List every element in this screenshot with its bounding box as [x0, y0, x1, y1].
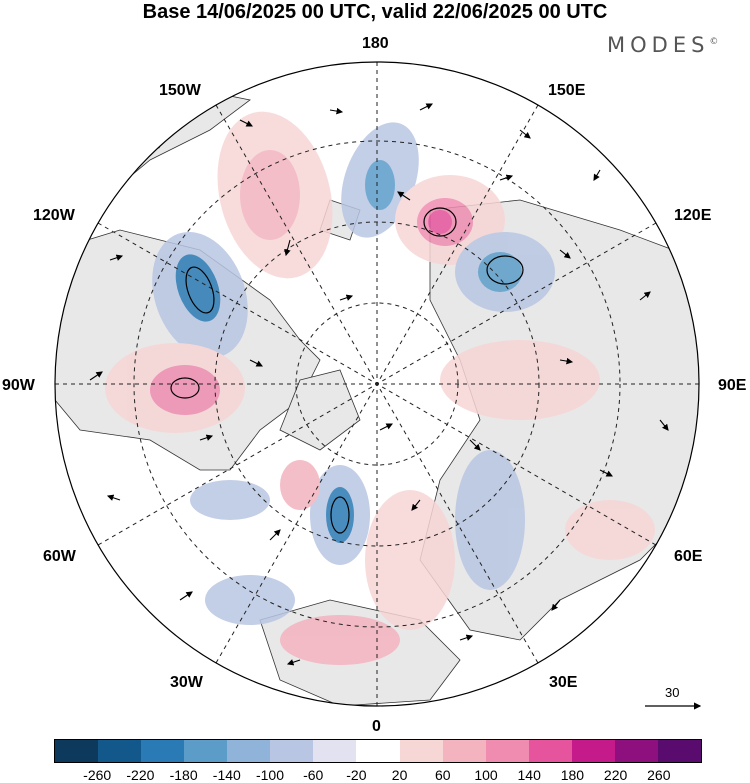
colorbar-swatch — [485, 740, 529, 762]
colorbar-tick-label: -100 — [255, 767, 285, 783]
map-border — [54, 61, 700, 707]
label-120e: 120E — [674, 207, 712, 224]
colorbar-tick-label: -60 — [303, 767, 324, 783]
colorbar-tick-label: -220 — [126, 767, 155, 783]
colorbar-tick-label: 180 — [560, 767, 585, 783]
logo-mark: © — [709, 37, 719, 47]
colorbar-tick-label: 60 — [435, 767, 451, 783]
colorbar-tick-label: 100 — [474, 767, 498, 783]
circulation-contours — [170, 207, 524, 534]
colorbar-tick-label: 220 — [603, 767, 628, 783]
logo-text: MODES — [607, 33, 710, 57]
colorbar-swatch — [571, 740, 615, 762]
label-90w: 90W — [2, 377, 35, 394]
colorbar-swatch — [399, 740, 443, 762]
colorbar-tick-label: -20 — [346, 767, 367, 783]
colorbar-tick-label: 140 — [517, 767, 541, 783]
map-title: Base 14/06/2025 00 UTC, valid 22/06/2025… — [142, 1, 608, 23]
reference-vector-label: 30 — [665, 685, 680, 700]
colorbar-swatch — [184, 740, 228, 762]
colorbar-swatch — [614, 740, 658, 762]
colorbar-swatch — [227, 740, 271, 762]
colorbar-swatch — [442, 740, 486, 762]
colorbar-tick-label: -180 — [169, 767, 198, 783]
anomaly-fields — [105, 111, 655, 665]
colorbar-swatch — [313, 740, 357, 762]
label-0: 0 — [372, 718, 381, 735]
label-90e: 90E — [718, 377, 747, 394]
colorbar-labels: -260 -220 -180 -140 -100 -60 -20 20 60 100 140 180 2… — [0, 767, 750, 783]
colorbar-swatch — [528, 740, 572, 762]
colorbar-swatch — [356, 740, 400, 762]
colorbar-tick-label: 20 — [391, 767, 408, 783]
colorbar-swatch — [141, 740, 185, 762]
colorbar-swatch — [657, 740, 701, 762]
map-disk — [55, 62, 699, 706]
colorbar-tick-label: -260 — [83, 767, 112, 783]
label-30w: 30W — [170, 674, 203, 691]
colorbar-swatch — [98, 740, 142, 762]
label-60w: 60W — [43, 548, 76, 565]
colorbar-tick-label: -140 — [212, 767, 241, 783]
colorbar-tick-label: 260 — [647, 767, 671, 783]
label-180: 180 — [362, 35, 389, 52]
label-150e: 150E — [548, 82, 586, 99]
modes-logo: MODES© — [607, 33, 718, 57]
colorbar-swatch — [55, 740, 99, 762]
label-60e: 60E — [674, 548, 703, 565]
label-30e: 30E — [549, 674, 578, 691]
label-120w: 120W — [33, 207, 75, 224]
colorbar-swatch — [270, 740, 314, 762]
colorbar — [54, 739, 702, 763]
graticule — [55, 62, 699, 706]
label-150w: 150W — [159, 82, 201, 99]
